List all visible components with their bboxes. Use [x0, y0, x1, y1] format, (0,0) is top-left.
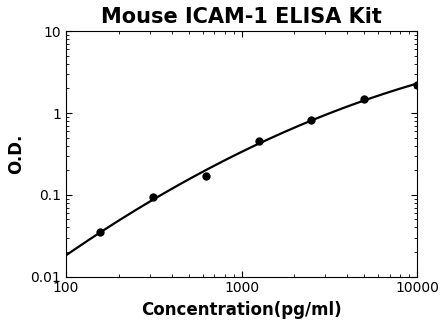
X-axis label: Concentration(pg/ml): Concentration(pg/ml) — [141, 301, 342, 319]
Y-axis label: O.D.: O.D. — [7, 134, 25, 174]
Point — [202, 173, 209, 179]
Point — [97, 230, 104, 235]
Point — [255, 139, 262, 144]
Title: Mouse ICAM-1 ELISA Kit: Mouse ICAM-1 ELISA Kit — [101, 7, 382, 27]
Point — [308, 117, 315, 122]
Point — [149, 195, 157, 200]
Point — [361, 96, 368, 101]
Point — [413, 82, 421, 88]
